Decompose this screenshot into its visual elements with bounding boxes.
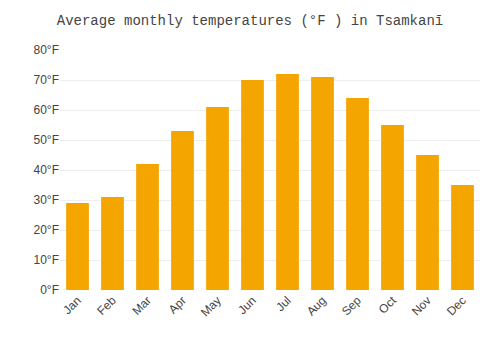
svg-text:Nov: Nov <box>409 293 434 318</box>
svg-text:60°F: 60°F <box>34 103 59 117</box>
svg-text:Sep: Sep <box>339 293 364 318</box>
svg-text:Aug: Aug <box>304 293 329 318</box>
svg-text:Dec: Dec <box>444 293 469 318</box>
svg-text:0°F: 0°F <box>40 283 59 297</box>
svg-text:20°F: 20°F <box>34 223 59 237</box>
svg-text:Feb: Feb <box>94 293 119 318</box>
svg-text:May: May <box>198 293 224 319</box>
svg-text:40°F: 40°F <box>34 163 59 177</box>
svg-text:Jul: Jul <box>273 293 294 314</box>
svg-text:Average monthly temperatures (: Average monthly temperatures (°F ) in Ts… <box>57 13 443 29</box>
svg-text:10°F: 10°F <box>34 253 59 267</box>
svg-text:30°F: 30°F <box>34 193 59 207</box>
svg-text:Oct: Oct <box>376 293 400 317</box>
svg-text:Mar: Mar <box>129 293 154 318</box>
svg-text:50°F: 50°F <box>34 133 59 147</box>
svg-text:80°F: 80°F <box>34 43 59 57</box>
svg-text:70°F: 70°F <box>34 73 59 87</box>
svg-text:Jan: Jan <box>60 293 84 317</box>
svg-text:Apr: Apr <box>166 293 189 316</box>
svg-text:Jun: Jun <box>235 293 259 317</box>
